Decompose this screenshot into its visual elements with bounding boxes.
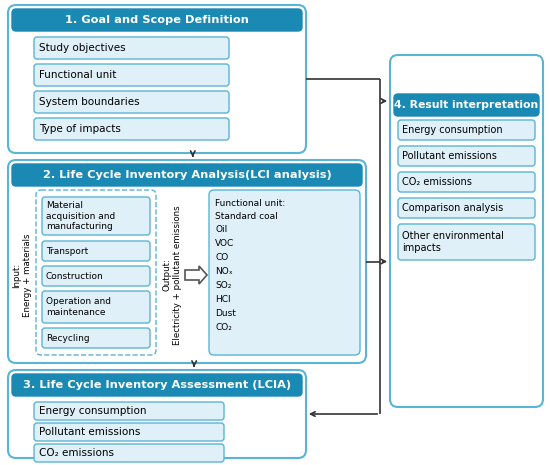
Text: CO₂ emissions: CO₂ emissions xyxy=(402,177,472,187)
FancyBboxPatch shape xyxy=(8,370,306,458)
FancyBboxPatch shape xyxy=(42,266,150,286)
FancyBboxPatch shape xyxy=(42,197,150,235)
FancyBboxPatch shape xyxy=(36,190,156,355)
FancyBboxPatch shape xyxy=(34,91,229,113)
FancyBboxPatch shape xyxy=(398,146,535,166)
Text: 4. Result interpretation: 4. Result interpretation xyxy=(394,100,538,110)
Text: Standard coal: Standard coal xyxy=(215,212,278,221)
FancyBboxPatch shape xyxy=(42,328,150,348)
Text: Study objectives: Study objectives xyxy=(39,43,125,53)
Text: 3. Life Cycle Inventory Assessment (LCIA): 3. Life Cycle Inventory Assessment (LCIA… xyxy=(23,380,291,390)
Text: Dust: Dust xyxy=(215,309,236,318)
Text: SO₂: SO₂ xyxy=(215,281,232,290)
Text: Output:
Electricity + pollutant emissions: Output: Electricity + pollutant emission… xyxy=(162,205,182,345)
Text: Comparison analysis: Comparison analysis xyxy=(402,203,503,213)
Text: CO₂: CO₂ xyxy=(215,323,232,332)
FancyBboxPatch shape xyxy=(42,241,150,261)
Text: 1. Goal and Scope Definition: 1. Goal and Scope Definition xyxy=(65,15,249,25)
FancyBboxPatch shape xyxy=(398,120,535,140)
Text: Functional unit:: Functional unit: xyxy=(215,199,285,208)
Text: Type of impacts: Type of impacts xyxy=(39,124,121,134)
Text: Functional unit: Functional unit xyxy=(39,70,117,80)
Text: Construction: Construction xyxy=(46,272,104,280)
Text: HCl: HCl xyxy=(215,295,230,304)
FancyBboxPatch shape xyxy=(34,64,229,86)
Text: Transport: Transport xyxy=(46,246,88,255)
FancyBboxPatch shape xyxy=(42,291,150,323)
FancyBboxPatch shape xyxy=(12,9,302,31)
Text: Other environmental
impacts: Other environmental impacts xyxy=(402,231,504,253)
Text: Material
acquisition and
manufacturing: Material acquisition and manufacturing xyxy=(46,201,116,231)
Polygon shape xyxy=(185,266,207,284)
Text: NOₓ: NOₓ xyxy=(215,267,233,276)
FancyBboxPatch shape xyxy=(394,94,539,116)
Text: Pollutant emissions: Pollutant emissions xyxy=(402,151,497,161)
Text: Energy consumption: Energy consumption xyxy=(39,406,146,416)
FancyBboxPatch shape xyxy=(34,423,224,441)
FancyBboxPatch shape xyxy=(8,160,366,363)
FancyBboxPatch shape xyxy=(398,198,535,218)
Text: Input:
Energy + materials: Input: Energy + materials xyxy=(12,233,32,317)
FancyBboxPatch shape xyxy=(12,164,362,186)
FancyBboxPatch shape xyxy=(390,55,543,407)
Text: Pollutant emissions: Pollutant emissions xyxy=(39,427,140,437)
Text: CO₂ emissions: CO₂ emissions xyxy=(39,448,114,458)
Text: 2. Life Cycle Inventory Analysis(LCI analysis): 2. Life Cycle Inventory Analysis(LCI ana… xyxy=(43,170,331,180)
Text: System boundaries: System boundaries xyxy=(39,97,140,107)
FancyBboxPatch shape xyxy=(398,224,535,260)
FancyBboxPatch shape xyxy=(34,37,229,59)
Text: Operation and
maintenance: Operation and maintenance xyxy=(46,297,111,317)
Text: VOC: VOC xyxy=(215,239,234,248)
FancyBboxPatch shape xyxy=(8,5,306,153)
FancyBboxPatch shape xyxy=(34,118,229,140)
Text: Recycling: Recycling xyxy=(46,333,90,343)
Text: Oil: Oil xyxy=(215,225,227,234)
FancyBboxPatch shape xyxy=(12,374,302,396)
FancyBboxPatch shape xyxy=(209,190,360,355)
Text: CO: CO xyxy=(215,253,228,262)
FancyBboxPatch shape xyxy=(398,172,535,192)
FancyBboxPatch shape xyxy=(34,444,224,462)
FancyBboxPatch shape xyxy=(34,402,224,420)
Text: Energy consumption: Energy consumption xyxy=(402,125,503,135)
